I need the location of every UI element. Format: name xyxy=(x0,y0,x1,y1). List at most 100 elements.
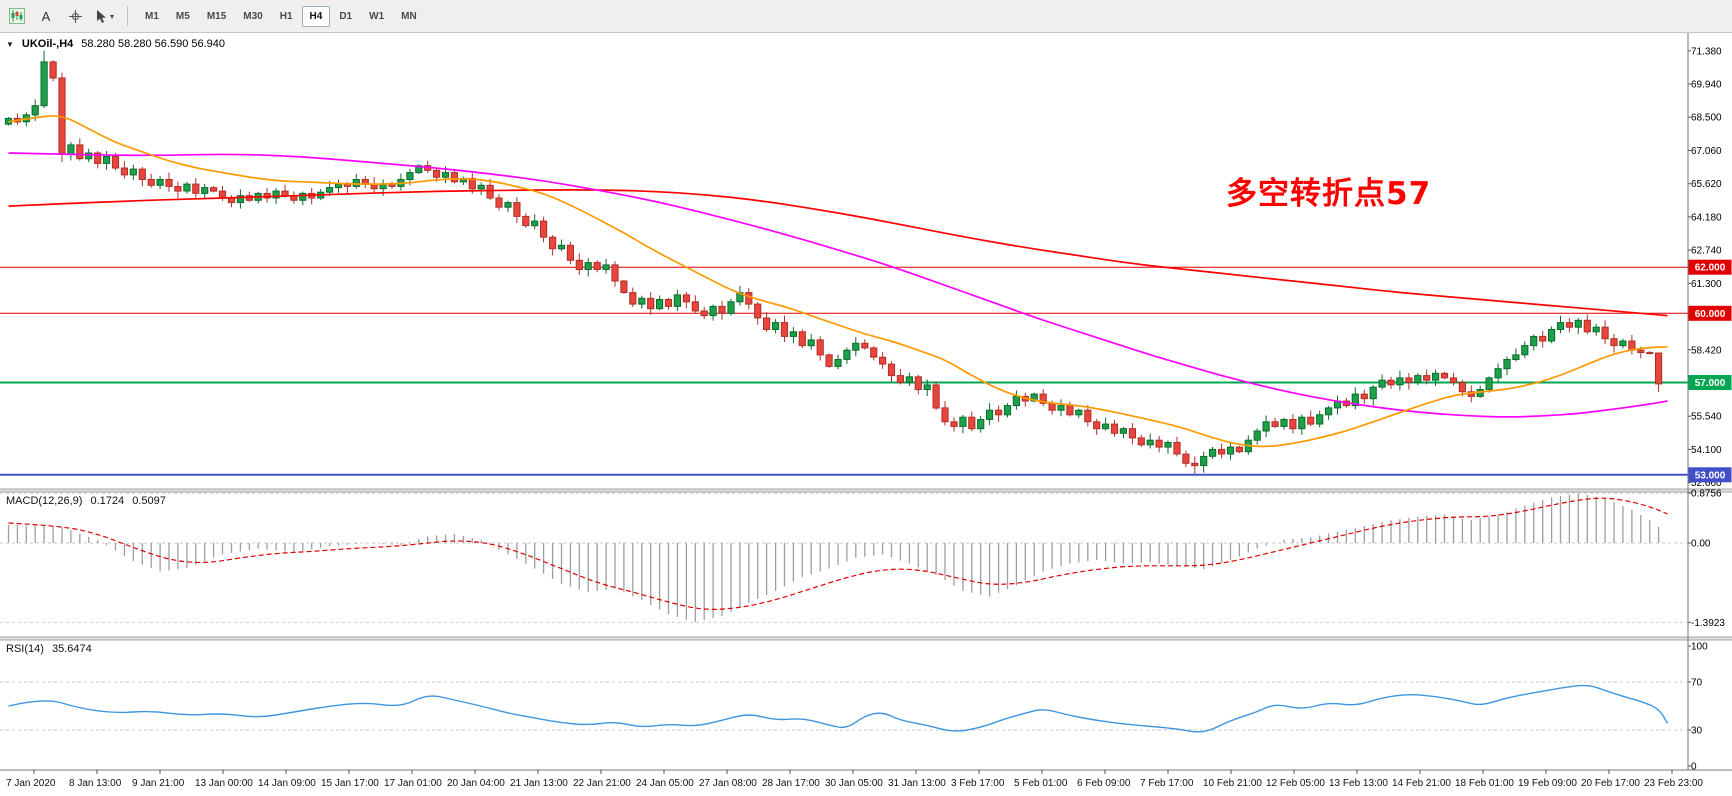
price-badge-label: 57.000 xyxy=(1695,378,1726,389)
time-axis-label: 23 Feb 23:00 xyxy=(1644,778,1703,789)
price-badge-label: 53.000 xyxy=(1695,470,1726,481)
price-badge-label: 60.000 xyxy=(1695,309,1726,320)
macd-pane-layer xyxy=(0,492,1688,623)
price-badge-60.000 xyxy=(1688,305,1732,321)
time-axis-label: 5 Feb 01:00 xyxy=(1014,778,1068,789)
rsi-pane[interactable] xyxy=(0,640,1688,770)
time-axis-label: 12 Feb 05:00 xyxy=(1266,778,1325,789)
rsi-tick-label: 0 xyxy=(1691,762,1697,773)
time-axis-label: 22 Jan 21:00 xyxy=(573,778,631,789)
time-axis-label: 10 Feb 21:00 xyxy=(1203,778,1262,789)
time-axis-label: 21 Jan 13:00 xyxy=(510,778,568,789)
time-axis-label: 28 Jan 17:00 xyxy=(762,778,820,789)
pane-divider-rsi[interactable] xyxy=(0,635,1732,642)
time-axis-label: 17 Jan 01:00 xyxy=(384,778,442,789)
rsi-tick-label: 100 xyxy=(1691,642,1708,653)
timeframe-button-M15[interactable]: M15 xyxy=(199,6,234,27)
timeframe-button-M5[interactable]: M5 xyxy=(168,6,198,27)
time-axis-label: 15 Jan 17:00 xyxy=(321,778,379,789)
price-tick-label: 55.540 xyxy=(1691,412,1722,423)
price-tick-label: 68.500 xyxy=(1691,113,1722,124)
time-axis-label: 31 Jan 13:00 xyxy=(888,778,946,789)
rsi-indicator-label: RSI(14) 35.6474 xyxy=(6,643,92,655)
time-axis-label: 27 Jan 08:00 xyxy=(699,778,757,789)
time-axis-label: 20 Jan 04:00 xyxy=(447,778,505,789)
price-tick-label: 67.060 xyxy=(1691,146,1722,157)
charts-icon-button[interactable] xyxy=(4,4,30,28)
symbol-period-label: UKOil-,H4 xyxy=(21,38,74,50)
ma-red-line xyxy=(8,189,1668,317)
macd-tick-label: 0.8756 xyxy=(1691,489,1722,500)
time-axis-label: 7 Jan 2020 xyxy=(6,778,56,789)
rsi-tick-label: 70 xyxy=(1691,678,1703,689)
cursor-icon xyxy=(97,9,106,23)
price-tick-label: 69.940 xyxy=(1691,80,1722,91)
time-axis[interactable] xyxy=(0,770,1732,796)
timeframe-button-M1[interactable]: M1 xyxy=(137,6,167,27)
macd-signal-line xyxy=(8,497,1668,610)
time-axis-label: 24 Jan 05:00 xyxy=(636,778,694,789)
time-axis-label: 19 Feb 09:00 xyxy=(1518,778,1577,789)
price-tick-label: 71.380 xyxy=(1691,46,1722,57)
macd-tick-label: 0.00 xyxy=(1691,539,1711,550)
ma-orange-line xyxy=(8,115,1668,448)
time-axis-label: 13 Jan 00:00 xyxy=(195,778,253,789)
timeframe-button-H1[interactable]: H1 xyxy=(272,6,301,27)
price-badge-57.000 xyxy=(1688,375,1732,390)
time-axis-label: 6 Feb 09:00 xyxy=(1077,778,1131,789)
chevron-down-icon: ▾ xyxy=(110,11,115,21)
macd-signal-value: 0.5097 xyxy=(132,495,166,507)
price-tick-label: 58.420 xyxy=(1691,345,1722,356)
price-tick-label: 61.300 xyxy=(1691,279,1722,290)
timeframe-button-W1[interactable]: W1 xyxy=(361,6,392,27)
macd-main-value: 0.1724 xyxy=(90,495,125,507)
ma-magenta-line xyxy=(8,152,1668,418)
ohlc-values: 58.280 58.280 56.590 56.940 xyxy=(81,38,226,50)
pane-divider-macd[interactable] xyxy=(0,487,1732,494)
toolbar-separator xyxy=(127,6,129,26)
main-chart-pane[interactable] xyxy=(0,33,1688,489)
time-axis-label: 7 Feb 17:00 xyxy=(1140,778,1194,789)
rsi-line xyxy=(8,684,1669,733)
time-axis-label: 20 Feb 17:00 xyxy=(1581,778,1640,789)
time-axis-label: 3 Feb 17:00 xyxy=(951,778,1005,789)
time-axis-label: 18 Feb 01:00 xyxy=(1455,778,1514,789)
crosshair-button[interactable] xyxy=(62,4,88,28)
toolbar: A ▾ M1 M5 M15 M30 H1 H4 D1 W1 MN xyxy=(0,0,1732,33)
price-tick-label: 52.660 xyxy=(1691,478,1722,489)
macd-indicator-label: MACD(12,26,9) 0.1724 0.5097 xyxy=(6,495,166,507)
macd-tick-label: -1.3923 xyxy=(1691,618,1725,629)
time-axis-label: 13 Feb 13:00 xyxy=(1329,778,1388,789)
price-tick-label: 65.620 xyxy=(1691,179,1722,190)
rsi-name: RSI(14) xyxy=(6,643,44,655)
timeframe-button-D1[interactable]: D1 xyxy=(331,6,360,27)
time-axis-label: 8 Jan 13:00 xyxy=(69,778,122,789)
font-a-button[interactable]: A xyxy=(33,4,59,28)
macd-name: MACD(12,26,9) xyxy=(6,495,83,507)
price-badge-label: 62.000 xyxy=(1695,263,1726,274)
time-axis-label: 30 Jan 05:00 xyxy=(825,778,883,789)
timeframe-button-MN[interactable]: MN xyxy=(393,6,425,27)
price-axis[interactable] xyxy=(1688,33,1732,770)
cursor-dropdown-button[interactable]: ▾ xyxy=(91,4,118,28)
timeframe-group: M1 M5 M15 M30 H1 H4 D1 W1 MN xyxy=(137,5,425,27)
timeframe-button-M30[interactable]: M30 xyxy=(235,6,270,27)
price-badge-53.000 xyxy=(1688,467,1732,483)
time-axis-label: 14 Feb 21:00 xyxy=(1392,778,1451,789)
price-tick-label: 54.100 xyxy=(1691,445,1722,456)
macd-pane[interactable] xyxy=(0,492,1688,637)
rsi-tick-label: 30 xyxy=(1691,726,1703,737)
candlestick-chart-icon xyxy=(9,8,25,24)
price-badge-62.000 xyxy=(1688,259,1732,275)
rsi-pane-layer xyxy=(0,681,1688,733)
chart-annotation[interactable]: 多空转折点57 xyxy=(1226,176,1432,212)
time-axis-label: 14 Jan 09:00 xyxy=(258,778,316,789)
rsi-value: 35.6474 xyxy=(51,643,92,655)
price-tick-label: 64.180 xyxy=(1691,212,1722,223)
time-axis-label: 9 Jan 21:00 xyxy=(132,778,185,789)
crosshair-icon xyxy=(68,9,82,23)
collapse-arrow-icon[interactable]: ▼ xyxy=(6,40,14,49)
timeframe-button-H4[interactable]: H4 xyxy=(301,5,331,27)
